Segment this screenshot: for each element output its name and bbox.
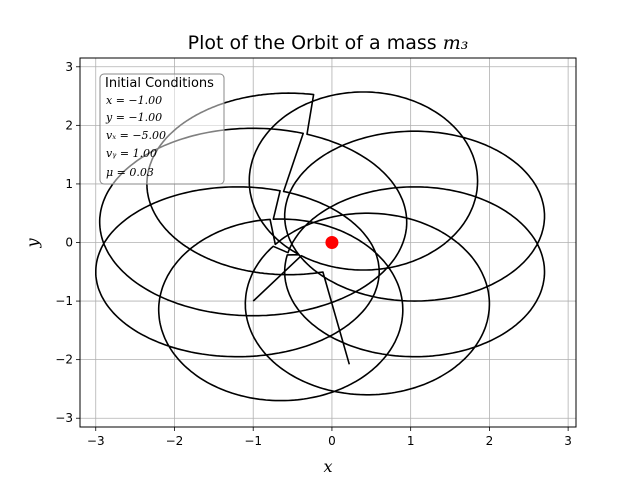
legend-y-initial: y = −1.00 (105, 111, 162, 124)
legend-box (99, 73, 225, 185)
central-mass-point (325, 236, 339, 249)
x-tick-label: 3 (564, 434, 572, 448)
y-tick-label: 1 (65, 177, 73, 191)
legend-vy-initial: vᵧ = 1.00 (106, 147, 157, 160)
chart-title: Plot of the Orbit of a mass m₃ (188, 32, 469, 54)
y-axis-label: y (23, 238, 42, 249)
x-tick-label: 0 (328, 434, 336, 448)
axis-ticks: −3 −2 −1 0 1 2 3 −3 −2 −1 0 1 2 3 (55, 60, 572, 448)
y-tick-label: −3 (55, 411, 73, 425)
orbit-line (95, 91, 546, 402)
initial-conditions-legend: Initial Conditions x = −1.00 y = −1.00 v… (99, 73, 225, 185)
y-tick-label: 3 (65, 60, 73, 74)
x-tick-label: −3 (87, 434, 105, 448)
y-tick-label: 2 (65, 118, 73, 132)
orbit-path (95, 91, 546, 402)
central-mass (325, 236, 339, 249)
legend-x-initial: x = −1.00 (106, 94, 162, 107)
legend-title: Initial Conditions (105, 76, 214, 91)
x-axis-label: x (323, 457, 332, 476)
x-tick-label: 2 (486, 434, 494, 448)
legend-vx-initial: vₓ = −5.00 (106, 129, 166, 142)
y-tick-label: −2 (55, 353, 73, 367)
x-tick-label: 1 (407, 434, 415, 448)
y-tick-label: −1 (55, 294, 73, 308)
x-tick-label: −2 (166, 434, 184, 448)
x-tick-label: −1 (244, 434, 262, 448)
y-tick-label: 0 (65, 236, 73, 250)
legend-mu: μ = 0.03 (106, 166, 154, 179)
